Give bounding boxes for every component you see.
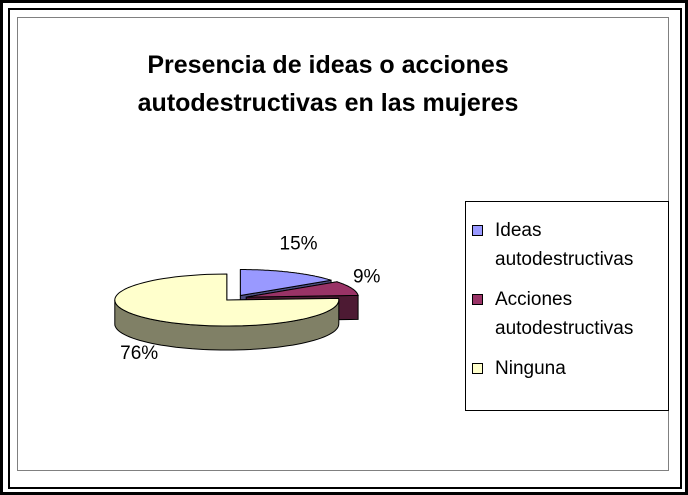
data-label: 9%	[353, 267, 381, 288]
inner-frame	[8, 8, 682, 489]
legend: Ideas autodestructivas Acciones autodestr…	[465, 201, 669, 411]
chart-title: Presencia de ideas o acciones autodestru…	[137, 51, 519, 117]
legend-label: Ninguna	[495, 358, 566, 379]
slice-top	[246, 281, 359, 298]
slice-top	[114, 273, 340, 327]
legend-swatch	[472, 294, 483, 305]
legend-label: Ideas autodestructivas	[495, 220, 634, 270]
pie-chart: 15% 9% 76%	[114, 234, 381, 364]
data-label: 76%	[120, 343, 158, 364]
legend-label: Acciones autodestructivas	[495, 289, 634, 339]
legend-swatch	[472, 363, 483, 374]
pie-slice	[114, 273, 340, 351]
data-label: 15%	[280, 234, 318, 255]
slice-top	[239, 269, 332, 297]
legend-swatch	[472, 225, 483, 236]
